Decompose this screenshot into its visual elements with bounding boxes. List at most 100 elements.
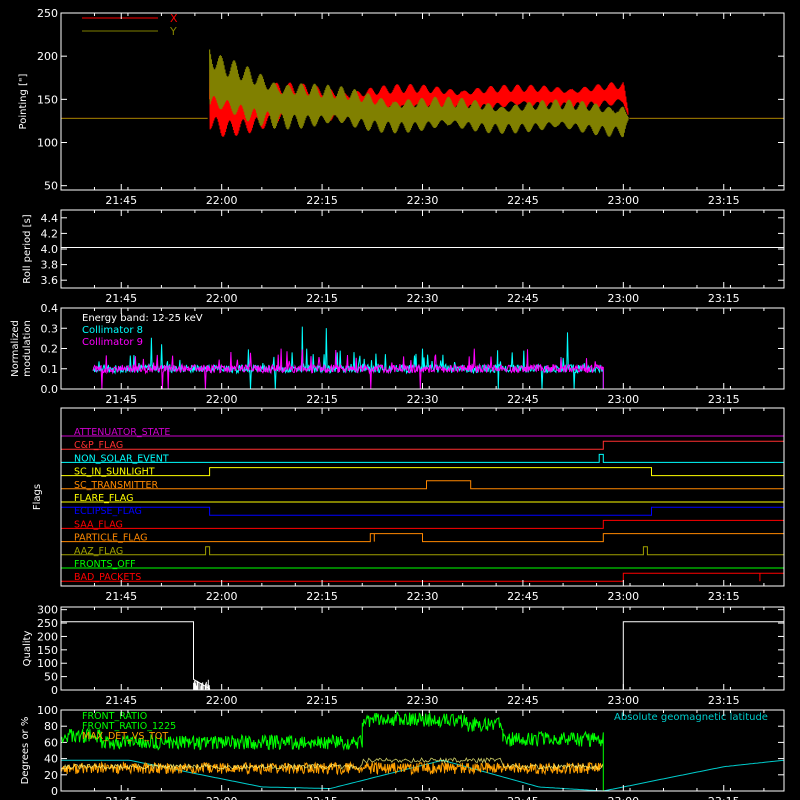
quality-xtick-label: 23:00 <box>607 694 639 707</box>
modulation-energy-band-label: Energy band: 12-25 keV <box>82 313 203 324</box>
geo-xtick-label: 22:00 <box>206 795 238 800</box>
flag-label-fronts-off: FRONTS_OFF <box>74 559 136 570</box>
pointing-series-y <box>209 49 629 138</box>
geo-xtick-label: 22:45 <box>507 795 539 800</box>
flag-line-sc-in-sunlight <box>61 467 784 477</box>
quality-ylabel: Quality <box>22 631 33 667</box>
flag-line-aaz-flag <box>61 546 784 556</box>
quality-xtick-label: 22:00 <box>206 694 238 707</box>
pointing-xtick-label: 21:45 <box>105 194 137 207</box>
modulation-ytick-label: 0.3 <box>41 322 59 335</box>
flag-label-eclipse-flag: ECLIPSE_FLAG <box>74 506 142 517</box>
flag-line-bad-packets <box>61 572 784 582</box>
modulation-ylabel-line: Normalized <box>10 320 21 377</box>
flag-label-c-p-flag: C&P_FLAG <box>74 440 123 451</box>
quality-ytick-label: 100 <box>37 657 58 670</box>
roll-ylabel: Roll period [s] <box>22 214 33 283</box>
flag-line-particle-flag <box>61 533 784 543</box>
flag-label-bad-packets: BAD_PACKETS <box>74 572 141 583</box>
modulation-legend-collimator-8: Collimator 8 <box>82 325 143 336</box>
modulation-xtick-label: 22:30 <box>407 393 439 406</box>
geo-legend-front-ratio-1225: FRONT_RATIO_1225 <box>82 721 176 732</box>
flags-xtick-label: 22:30 <box>407 590 439 603</box>
pointing-ytick-label: 100 <box>37 137 58 150</box>
geo-legend-max-det-vs-tot: MAX_DET_VS_TOT <box>82 731 168 742</box>
flag-label-flare-flag: FLARE_FLAG <box>74 493 134 504</box>
quality-ytick-label: 250 <box>37 617 58 630</box>
geo-front-ratio-line <box>61 711 604 791</box>
roll-xtick-label: 22:30 <box>407 292 439 305</box>
geo-ytick-label: 40 <box>44 753 58 766</box>
flag-line-saa-flag <box>61 519 784 529</box>
modulation-ytick-label: 0.2 <box>41 343 59 356</box>
flags-xtick-label: 21:45 <box>105 590 137 603</box>
roll-xtick-label: 22:15 <box>306 292 338 305</box>
pointing-ytick-label: 250 <box>37 7 58 20</box>
flag-label-non-solar-event: NON_SOLAR_EVENT <box>74 453 169 464</box>
quality-ytick-label: 50 <box>44 671 58 684</box>
geo-xtick-label: 23:00 <box>607 795 639 800</box>
quality-xtick-label: 22:45 <box>507 694 539 707</box>
pointing-ytick-label: 150 <box>37 93 58 106</box>
flags-xtick-label: 23:00 <box>607 590 639 603</box>
geo-panel: 0 20 40 60 80 100 Degrees or % FRONT_RATIOFRONT… <box>20 704 785 800</box>
quality-ytick-label: 200 <box>37 630 58 643</box>
geo-xtick-label: 22:30 <box>407 795 439 800</box>
modulation-ylabel-line: modulation <box>22 320 33 377</box>
pointing-xtick-label: 22:00 <box>206 194 238 207</box>
flags-xtick-label: 22:45 <box>507 590 539 603</box>
geo-ylabel: Degrees or % <box>20 717 31 785</box>
modulation-xtick-label: 23:00 <box>607 393 639 406</box>
flags-ylabel: Flags <box>32 484 43 510</box>
flag-line-c-p-flag <box>61 440 784 450</box>
flag-label-aaz-flag: AAZ_FLAG <box>74 546 123 557</box>
pointing-xtick-label: 22:45 <box>507 194 539 207</box>
roll-ytick-label: 4.4 <box>41 212 59 225</box>
roll-xtick-label: 21:45 <box>105 292 137 305</box>
roll-ytick-label: 3.6 <box>41 274 59 287</box>
flag-label-sc-transmitter: SC_TRANSMITTER <box>74 480 159 491</box>
flag-line-eclipse-flag <box>61 506 784 516</box>
roll-ytick-label: 4.2 <box>41 227 59 240</box>
geo-ytick-label: 0 <box>51 785 58 798</box>
pointing-xtick-label: 23:00 <box>607 194 639 207</box>
geo-xtick-label: 23:15 <box>708 795 740 800</box>
flag-label-saa-flag: SAA_FLAG <box>74 519 123 530</box>
quality-xtick-label: 21:45 <box>105 694 137 707</box>
flag-line-sc-transmitter <box>61 480 784 490</box>
quality-ytick-label: 150 <box>37 644 58 657</box>
modulation-series-collimator-9 <box>92 348 784 389</box>
geo-ytick-label: 100 <box>37 704 58 717</box>
modulation-data <box>92 326 784 389</box>
quality-ytick-label: 0 <box>51 684 58 697</box>
flags-panel: Flags ATTENUATOR_STATE C&P_FLAG NON_SOLAR_E… <box>32 407 785 603</box>
modulation-xtick-label: 22:45 <box>507 393 539 406</box>
geo-xtick-label: 21:45 <box>105 795 137 800</box>
pointing-xtick-label: 23:15 <box>708 194 740 207</box>
modulation-ytick-label: 0.4 <box>41 302 59 315</box>
geo-ratio-1225-line <box>61 757 604 771</box>
pointing-legend-label-x: X <box>170 12 178 25</box>
geo-legend-latitude: Absolute geomagnetic latitude <box>614 712 768 723</box>
modulation-xtick-label: 23:15 <box>708 393 740 406</box>
geo-max-det-line <box>61 760 604 776</box>
quality-xtick-label: 22:15 <box>306 694 338 707</box>
geo-ytick-label: 80 <box>44 720 58 733</box>
modulation-xtick-label: 22:00 <box>206 393 238 406</box>
flags-data <box>61 435 784 582</box>
quality-xtick-label: 22:30 <box>407 694 439 707</box>
pointing-panel: 50 100 150 200 250 Pointing ["] XY 21:45 22:00 22… <box>18 7 785 207</box>
quality-ytick-label: 300 <box>37 604 58 617</box>
modulation-xtick-label: 22:15 <box>306 393 338 406</box>
pointing-ytick-label: 50 <box>44 180 58 193</box>
pointing-xtick-label: 22:30 <box>407 194 439 207</box>
flag-label-particle-flag: PARTICLE_FLAG <box>74 533 147 544</box>
roll-xtick-label: 22:00 <box>206 292 238 305</box>
modulation-legend-collimator-9: Collimator 9 <box>82 337 143 348</box>
flags-xtick-label: 23:15 <box>708 590 740 603</box>
flag-line-non-solar-event <box>61 453 784 463</box>
roll-panel: 3.6 3.8 4.0 4.2 4.4 Roll period [s] 21:45 22:00… <box>22 209 785 305</box>
flags-xtick-label: 22:15 <box>306 590 338 603</box>
